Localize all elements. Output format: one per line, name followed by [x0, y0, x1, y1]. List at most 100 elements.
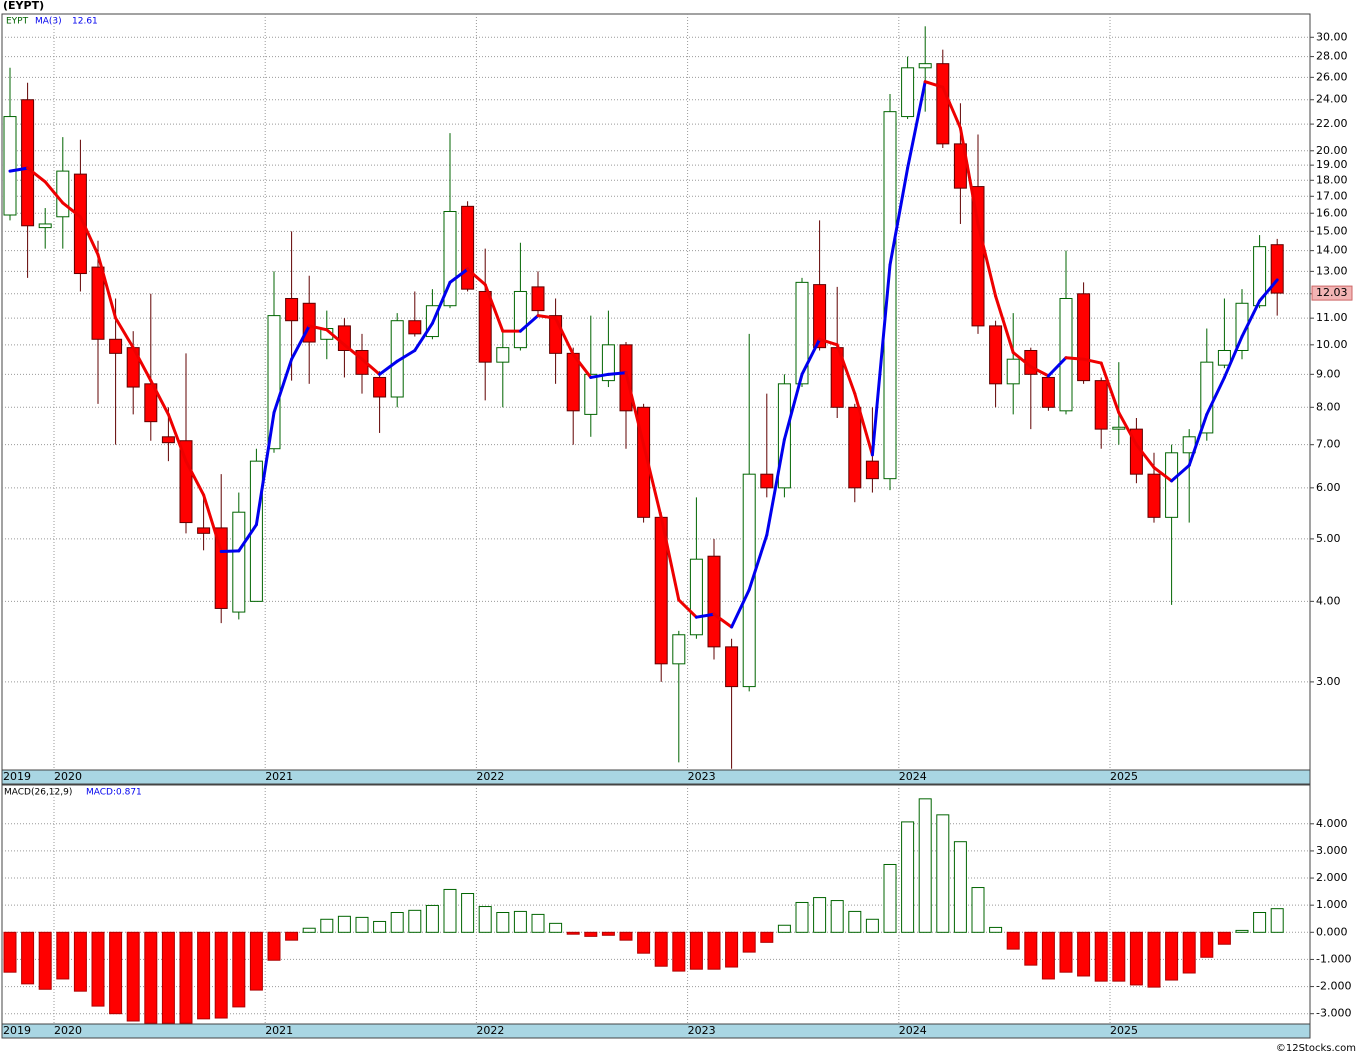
ma-line [782, 372, 804, 442]
macd-bar [1165, 931, 1179, 981]
candle-body [1077, 293, 1091, 382]
candle-body [760, 473, 774, 489]
ma-line [659, 515, 681, 602]
macd-bar [601, 931, 615, 936]
ma-line [606, 371, 628, 376]
date-strip [1, 769, 1311, 785]
ma-line [571, 353, 593, 379]
ma-line [518, 314, 540, 333]
candle-body [1165, 452, 1179, 518]
ma-line [888, 166, 910, 267]
macd-legend: MACD:0.871 [86, 788, 142, 798]
ma-line [26, 166, 47, 184]
ma-line [342, 343, 364, 361]
macd-bar [936, 814, 950, 933]
candle-body [285, 297, 299, 322]
ma-line [378, 359, 399, 376]
ma-line [554, 316, 575, 357]
x-tick-label: 2020 [54, 1024, 82, 1037]
ma-line [307, 324, 329, 332]
ma-line [800, 337, 822, 376]
candle-body [601, 344, 615, 382]
ma-line [290, 324, 311, 361]
x-tick-label: 2023 [688, 1024, 716, 1037]
candle-body [478, 290, 492, 363]
macd-bar [1270, 908, 1284, 933]
ma-line [272, 357, 294, 415]
candle-body [971, 186, 985, 327]
macd-bar [830, 900, 844, 933]
price-tag [1311, 285, 1353, 301]
candle-body [73, 173, 87, 275]
y-tick-label: 24.00 [1316, 93, 1348, 106]
y-tick-label: 8.00 [1316, 400, 1341, 413]
macd-bar [619, 931, 633, 941]
candle-body [1253, 246, 1267, 307]
y-tick-label: 16.00 [1316, 206, 1348, 219]
macd-bar [1129, 931, 1143, 986]
ma-line [694, 612, 716, 619]
legend-ma-value: 12.61 [72, 17, 98, 27]
macd-bar [1182, 931, 1196, 974]
macd-bar [707, 931, 721, 970]
ma-line [254, 411, 276, 527]
candle-body [1147, 473, 1161, 518]
legend-symbol: EYPT [6, 17, 29, 27]
macd-bar [21, 931, 35, 985]
x-tick-label: 2022 [476, 1024, 504, 1037]
macd-bar [1024, 931, 1038, 966]
candle-body [1112, 426, 1126, 430]
candle-body [513, 290, 527, 349]
ma-line [202, 493, 223, 553]
x-tick-label: 2023 [688, 770, 716, 783]
macd-bar [197, 931, 211, 1020]
candle-body [936, 63, 950, 145]
macd-bar [355, 916, 369, 933]
macd-bar [337, 915, 351, 933]
ma-line [483, 283, 505, 333]
candle-body [865, 460, 879, 480]
candle-body [1217, 349, 1231, 366]
ma-line [1258, 278, 1279, 303]
candle-body [56, 170, 70, 218]
y-tick-label: 2.000 [1316, 871, 1348, 884]
ma-line [906, 80, 927, 170]
y-tick-label: 10.00 [1316, 338, 1348, 351]
candle-body [38, 223, 52, 229]
ma-line [219, 549, 241, 553]
macd-bar [302, 927, 316, 933]
macd-bar [971, 887, 985, 933]
x-tick-label: 2025 [1110, 1024, 1138, 1037]
macd-bar [214, 931, 228, 1019]
y-tick-label: 9.00 [1316, 367, 1341, 380]
ma-line [166, 412, 188, 463]
ma-line [1117, 411, 1138, 447]
macd-bar [566, 931, 580, 935]
ma-line [853, 392, 874, 457]
macd-bar [637, 931, 651, 954]
candle-body [3, 116, 17, 216]
candle-body [1006, 358, 1020, 385]
macd-bar [232, 931, 246, 1008]
macd-bar [1217, 931, 1231, 945]
macd-bar [742, 931, 756, 953]
macd-bar [126, 931, 140, 1022]
y-tick-label: 3.000 [1316, 844, 1348, 857]
macd-bar [461, 893, 475, 933]
ma-line [923, 80, 945, 89]
ma-line [1222, 335, 1244, 379]
ma-line [835, 343, 857, 396]
candle-body [443, 211, 457, 307]
y-tick-label: 22.00 [1316, 117, 1348, 130]
candle-body [989, 325, 1003, 385]
ma-line [430, 280, 452, 325]
macd-bar [267, 931, 281, 961]
y-tick-label: 4.000 [1316, 817, 1348, 830]
y-tick-label: 4.00 [1316, 594, 1341, 607]
ma-line [818, 337, 839, 347]
ma-line [1029, 365, 1050, 378]
chart-title: (EYPT) [3, 0, 44, 12]
candle-body [1059, 297, 1073, 412]
x-tick-label: 2020 [54, 770, 82, 783]
